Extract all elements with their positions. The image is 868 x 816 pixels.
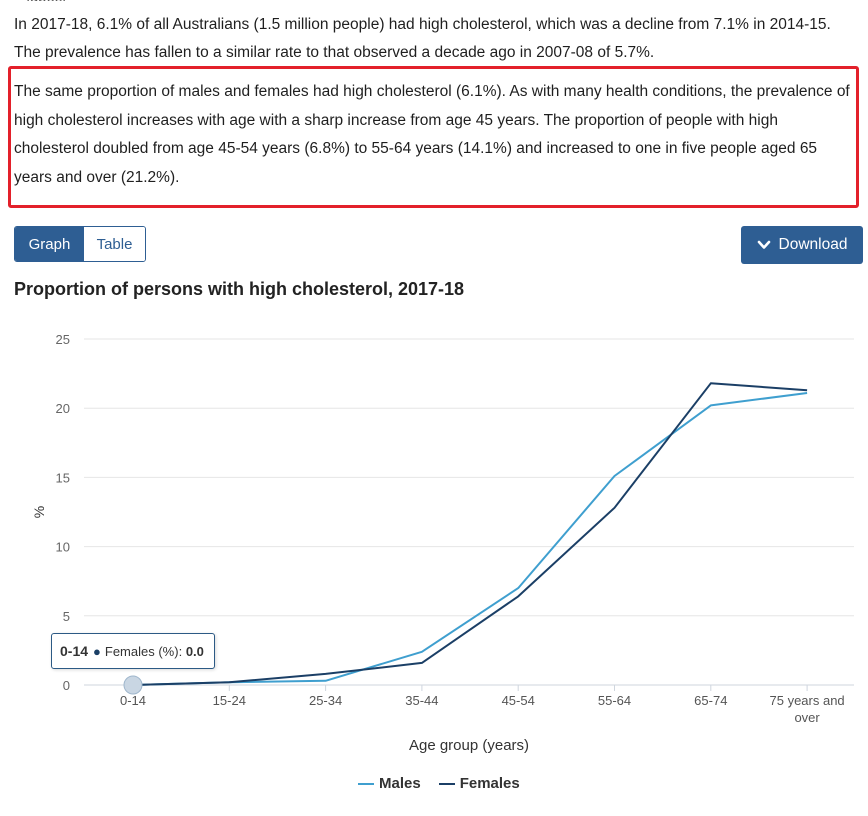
y-tick-label: 15 xyxy=(56,470,70,485)
x-tick-label: 65-74 xyxy=(694,693,727,708)
y-axis-label: % xyxy=(31,506,47,518)
legend-swatch-females xyxy=(438,782,455,785)
legend-item-females[interactable]: Females xyxy=(438,775,520,792)
cut-off-heading: ...ighest... xyxy=(14,0,80,11)
tooltip-dot-icon: ● xyxy=(93,643,101,659)
chart-legend: Males Females xyxy=(358,775,520,792)
x-tick-label: 55-64 xyxy=(598,693,631,708)
hover-point-marker xyxy=(123,675,143,695)
x-tick-label: 75 years and xyxy=(770,693,845,708)
y-tick-label: 10 xyxy=(56,540,70,555)
x-tick-label: 35-44 xyxy=(405,693,438,708)
y-tick-label: 20 xyxy=(56,401,70,416)
x-tick-label: 0-14 xyxy=(120,693,146,708)
highlighted-paragraph: The same proportion of males and females… xyxy=(8,66,859,208)
tooltip-series: Females (%): xyxy=(104,643,183,659)
graph-tab[interactable]: Graph xyxy=(15,227,84,261)
y-tick-label: 5 xyxy=(63,609,70,624)
x-tick-label: over xyxy=(794,710,820,725)
series-line-males xyxy=(132,392,808,686)
legend-label-males: Males xyxy=(379,775,421,792)
legend-label-females: Females xyxy=(459,775,520,792)
chart-tooltip: 0-14 ● Females (%): 0.0 xyxy=(51,633,215,669)
x-axis-label: Age group (years) xyxy=(409,737,529,754)
view-toggle: Graph Table xyxy=(14,226,146,262)
download-label: Download xyxy=(778,236,848,253)
legend-item-males[interactable]: Males xyxy=(358,775,421,792)
tooltip-category: 0-14 xyxy=(60,643,89,659)
x-tick-label: 45-54 xyxy=(502,693,535,708)
legend-swatch-males xyxy=(358,782,374,785)
table-tab[interactable]: Table xyxy=(84,227,145,261)
tooltip-value: 0.0 xyxy=(185,643,204,659)
x-tick-label: 15-24 xyxy=(213,693,246,708)
line-chart: 0 5 10 15 20 25 0-14 15-24 25-34 35-44 45-54 55-64 6… xyxy=(31,332,854,754)
series-line-females xyxy=(132,382,808,686)
chart-title: Proportion of persons with high choleste… xyxy=(14,279,465,299)
intro-paragraph: In 2017-18, 6.1% of all Australians (1.5… xyxy=(14,16,831,61)
download-button[interactable]: Download xyxy=(741,226,863,264)
y-tick-label: 25 xyxy=(56,332,70,347)
chevron-down-icon xyxy=(757,240,770,249)
x-tick-label: 25-34 xyxy=(309,693,342,708)
y-tick-label: 0 xyxy=(63,678,70,693)
